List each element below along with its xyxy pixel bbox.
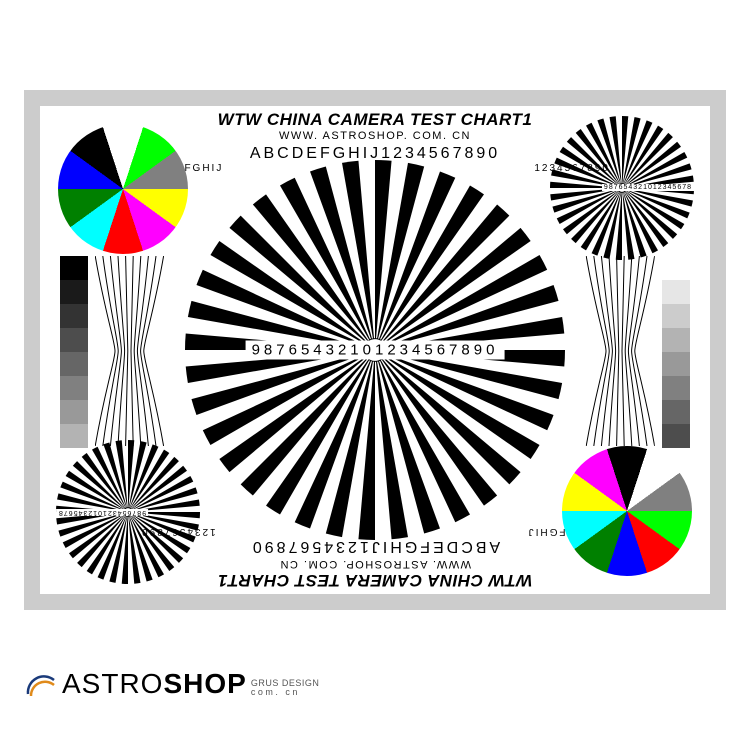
center-scale: 98765432101234567890 [246, 341, 505, 360]
grayscale-strip-left [60, 256, 88, 448]
color-wheel-top-left [58, 124, 188, 254]
grayscale-strip-right [662, 256, 690, 448]
color-wheel-bottom-right [562, 446, 692, 576]
logo-text-bold: SHOP [163, 668, 246, 699]
small-scale-tr: 987654321012345678 [602, 184, 694, 191]
small-scale-bl: 987654321012345678 [56, 509, 148, 516]
logo-arc-icon [24, 666, 58, 700]
line-bundle-left [95, 256, 164, 451]
logo-text: ASTROSHOP [62, 668, 247, 700]
logo-sub2: com. cn [251, 688, 320, 697]
test-chart-content: WTW CHINA CAMERA TEST CHART1 WWW. ASTROS… [40, 106, 710, 594]
brand-logo: ASTROSHOP GRUS DESIGN com. cn [24, 666, 319, 700]
line-bundle-right [586, 256, 655, 451]
logo-text-thin: ASTRO [62, 668, 163, 699]
logo-subtext: GRUS DESIGN com. cn [251, 679, 320, 700]
test-chart-frame: WTW CHINA CAMERA TEST CHART1 WWW. ASTROS… [24, 90, 726, 610]
